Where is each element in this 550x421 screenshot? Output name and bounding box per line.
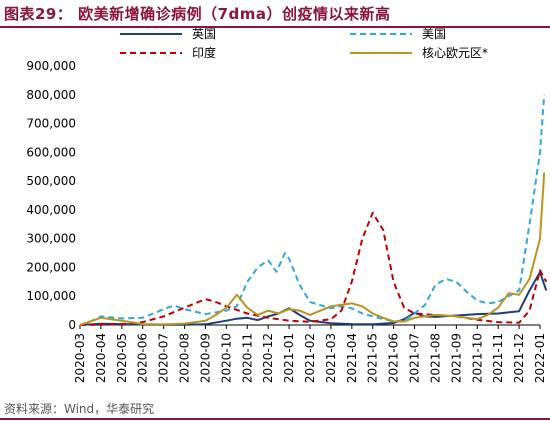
x-tick-label: 2020-06	[136, 333, 150, 383]
x-tick-label: 2021-07	[408, 333, 422, 383]
chart-area: 0 100,000 200,000 300,000 400,000 500,000 600,…	[26, 28, 548, 383]
legend-label-3: 核心欧元区*	[422, 46, 488, 60]
chart-title-bar: 图表29： 欧美新增确诊病例（7dma）创疫情以来新高	[0, 0, 550, 26]
x-tick-label: 2021-02	[303, 333, 317, 383]
y-tick-label: 600,000	[26, 145, 76, 159]
x-tick-label: 2020-10	[219, 333, 233, 383]
x-tick-label: 2020-05	[115, 333, 129, 383]
series-line-1	[79, 94, 546, 326]
legend-label-0: 英国	[192, 28, 216, 41]
x-tick-label: 2021-03	[324, 333, 338, 383]
y-tick-label: 300,000	[26, 232, 76, 246]
y-tick-label: 900,000	[26, 59, 76, 73]
x-tick-label: 2021-11	[491, 333, 505, 383]
y-tick-label: 500,000	[26, 174, 76, 188]
series-layer	[79, 94, 548, 326]
x-tick-label: 2020-04	[94, 333, 108, 383]
series-line-3	[79, 172, 546, 326]
x-tick-label: 2021-04	[345, 333, 359, 383]
bottom-divider	[0, 418, 550, 420]
x-tick-label: 2021-05	[366, 333, 380, 383]
series-line-0	[79, 271, 548, 326]
legend-label-2: 印度	[192, 45, 216, 60]
series-line-2	[79, 211, 548, 326]
x-tick-label: 2020-08	[178, 333, 192, 383]
x-tick-label: 2020-07	[157, 333, 171, 383]
x-tick-label: 2021-01	[282, 333, 296, 383]
legend-label-1: 美国	[422, 28, 446, 41]
x-tick-label: 2021-12	[512, 333, 526, 383]
x-tick-label: 2020-09	[198, 333, 212, 383]
x-tick-label: 2020-12	[261, 333, 275, 383]
x-tick-label: 2020-03	[73, 333, 87, 383]
y-tick-label: 700,000	[26, 117, 76, 131]
x-tick-label: 2021-10	[470, 333, 484, 383]
x-tick-label: 2021-09	[449, 333, 463, 383]
y-tick-label: 200,000	[26, 260, 76, 274]
x-tick-label: 2021-06	[387, 333, 401, 383]
title-divider	[0, 26, 550, 28]
x-tick-label: 2021-08	[428, 333, 442, 383]
y-tick-label: 800,000	[26, 88, 76, 102]
source-note: 资料来源：Wind，华泰研究	[4, 402, 155, 416]
x-tick-label: 2020-11	[240, 333, 254, 383]
y-tick-label: 100,000	[26, 289, 76, 303]
chart-title: 图表29： 欧美新增确诊病例（7dma）创疫情以来新高	[4, 5, 391, 23]
y-tick-label: 0	[68, 318, 76, 332]
axes: 0 100,000 200,000 300,000 400,000 500,000 600,…	[26, 59, 547, 383]
y-tick-label: 400,000	[26, 203, 76, 217]
x-tick-label: 2022-01	[533, 333, 547, 383]
